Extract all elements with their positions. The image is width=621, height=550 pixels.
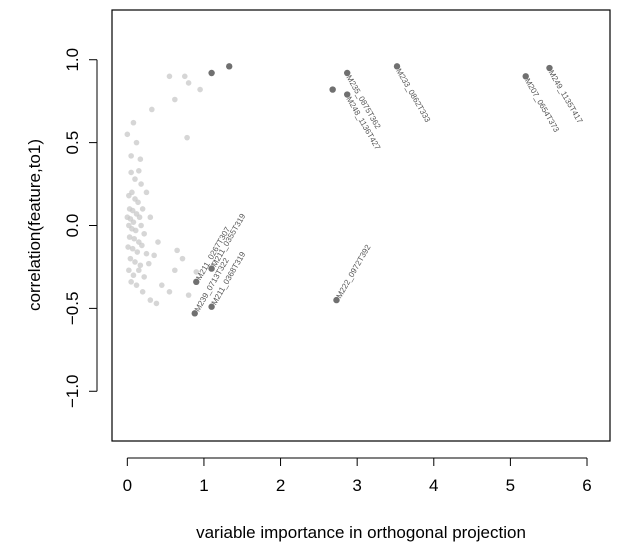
background-point: [132, 227, 139, 234]
background-point: [128, 279, 134, 285]
x-tick-label: 0: [123, 476, 132, 495]
background-point: [137, 262, 144, 269]
y-tick-label: 1.0: [63, 48, 82, 72]
highlighted-point: [522, 73, 529, 80]
background-point: [185, 292, 192, 298]
background-point: [126, 234, 133, 240]
background-point: [128, 169, 134, 176]
x-axis: 0 1 2 3 4 5 6: [123, 457, 592, 495]
background-point: [139, 206, 146, 212]
background-point: [147, 297, 154, 303]
background-point: [172, 96, 178, 103]
y-tick-label: 0.0: [63, 214, 82, 238]
background-point: [127, 255, 134, 262]
highlighted-point: [546, 64, 553, 72]
x-tick-label: 5: [506, 476, 515, 495]
background-point: [138, 181, 144, 187]
background-point: [153, 300, 160, 307]
highlighted-point: [208, 303, 215, 310]
background-point: [159, 282, 165, 288]
highlighted-point: [329, 86, 336, 93]
x-tick-label: 6: [582, 476, 591, 495]
x-tick-label: 1: [199, 476, 208, 495]
y-axis-label: correlation(feature,to1): [25, 139, 44, 311]
background-point: [126, 267, 132, 274]
background-point: [136, 167, 142, 174]
background-point: [151, 252, 157, 259]
highlighted-point: [333, 296, 340, 304]
background-point: [172, 267, 178, 274]
highlighted-point: [344, 69, 351, 77]
background-point: [141, 274, 147, 280]
background-point: [130, 119, 137, 126]
background-point: [128, 153, 134, 159]
background-point: [143, 250, 150, 257]
background-point: [147, 214, 154, 221]
background-point: [130, 219, 137, 225]
background-points-group: [124, 73, 203, 307]
background-point: [129, 189, 135, 196]
background-point: [139, 242, 145, 249]
x-tick-label: 4: [429, 476, 438, 495]
background-point: [155, 239, 161, 245]
background-point: [136, 214, 143, 221]
background-point: [136, 267, 142, 274]
highlighted-point: [193, 278, 200, 286]
highlighted-point: [344, 91, 351, 98]
background-point: [124, 131, 131, 138]
background-point: [134, 249, 141, 255]
plot-frame: [111, 9, 611, 442]
x-axis-label: variable importance in orthogonal projec…: [196, 523, 526, 542]
background-point: [181, 73, 188, 80]
background-point: [137, 156, 144, 162]
background-point: [132, 259, 138, 265]
background-point: [174, 247, 180, 254]
x-tick-label: 3: [352, 476, 361, 495]
highlighted-point: [208, 265, 215, 272]
background-point: [184, 134, 190, 141]
highlighted-point: [226, 63, 233, 70]
y-axis: −1.0 −0.5 0.0 0.5 1.0: [63, 48, 98, 408]
background-point: [130, 272, 137, 279]
y-tick-label: −0.5: [63, 292, 82, 326]
background-point: [129, 207, 136, 214]
highlighted-point: [191, 310, 198, 317]
background-point: [133, 139, 140, 146]
highlighted-point: [208, 69, 215, 77]
background-point: [166, 73, 173, 80]
background-point: [141, 230, 147, 237]
background-point: [145, 260, 152, 267]
background-point: [185, 80, 192, 86]
background-point: [139, 289, 146, 295]
background-point: [179, 255, 186, 262]
highlighted-point: [393, 63, 401, 70]
background-point: [166, 289, 173, 295]
background-point: [149, 106, 155, 113]
background-point: [131, 235, 138, 242]
background-point: [197, 86, 203, 93]
y-tick-label: 0.5: [63, 131, 82, 155]
background-point: [143, 189, 150, 196]
background-point: [193, 269, 200, 275]
y-tick-label: −1.0: [63, 374, 82, 408]
background-point: [135, 199, 141, 206]
background-point: [129, 245, 136, 252]
background-point: [125, 244, 131, 250]
background-point: [133, 282, 140, 288]
background-point: [138, 222, 144, 229]
highlighted-points-group: [191, 63, 553, 317]
x-tick-label: 2: [276, 476, 285, 495]
background-point: [132, 176, 138, 182]
